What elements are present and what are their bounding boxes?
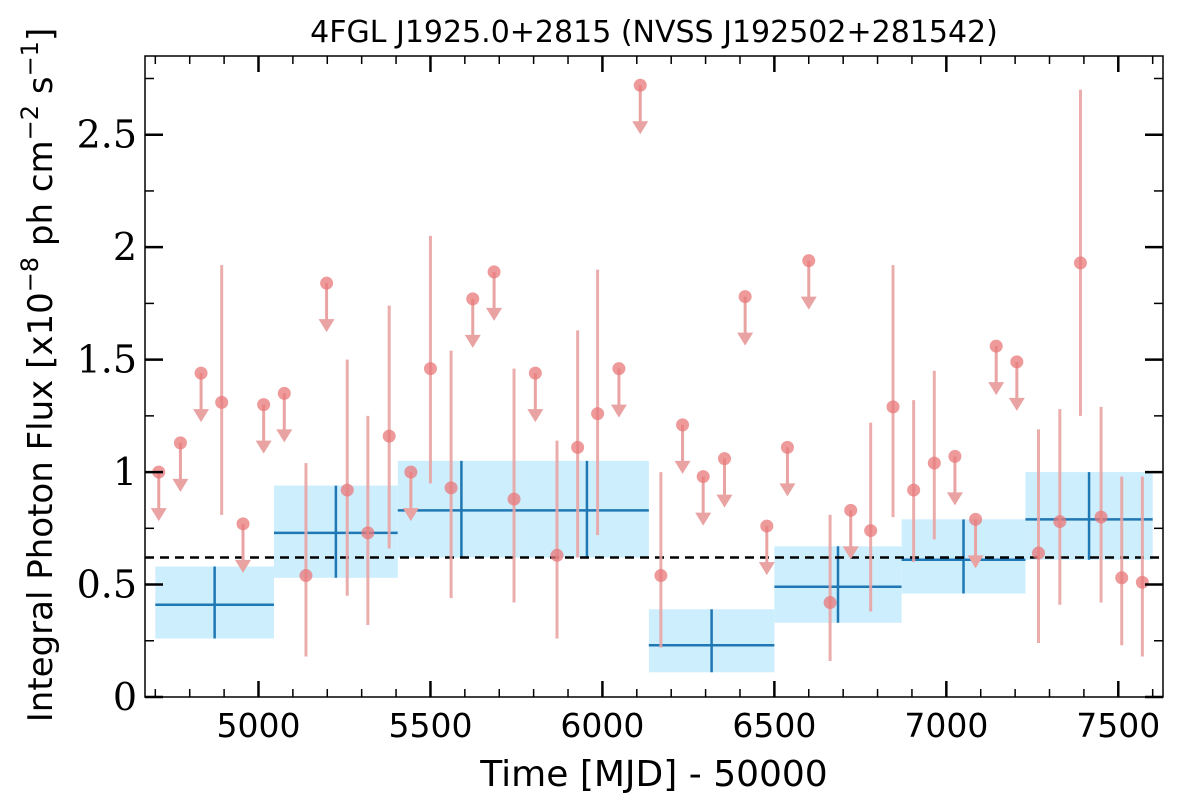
x-tick-label: 6000 bbox=[560, 706, 644, 745]
upper-limit-arrow-13 bbox=[674, 460, 691, 474]
upper-limit-point-6 bbox=[320, 276, 334, 290]
upper-limit-arrow-7 bbox=[402, 508, 419, 522]
y-tick-label: 1.5 bbox=[77, 338, 137, 382]
detection-point-5 bbox=[423, 362, 437, 376]
upper-limit-arrow-19 bbox=[800, 296, 817, 310]
detection-point-0 bbox=[215, 395, 229, 409]
upper-limit-point-17 bbox=[760, 519, 774, 533]
upper-limit-arrow-17 bbox=[758, 562, 775, 576]
binned-flux-layer bbox=[155, 460, 1153, 673]
upper-limit-point-2 bbox=[194, 366, 208, 380]
upper-limit-arrow-6 bbox=[318, 319, 335, 333]
x-tick-label: 7500 bbox=[1076, 706, 1160, 745]
detection-point-2 bbox=[340, 483, 354, 497]
y-label-main: Integral Photon Flux [x10 bbox=[21, 292, 61, 722]
upper-limit-arrow-2 bbox=[193, 409, 210, 423]
detection-point-3 bbox=[361, 526, 375, 540]
upper-limit-point-20 bbox=[844, 503, 858, 517]
upper-limit-point-1 bbox=[173, 436, 187, 450]
y-label-close: ] bbox=[21, 28, 61, 41]
upper-limit-point-10 bbox=[528, 366, 542, 380]
upper-limit-arrow-23 bbox=[988, 382, 1005, 396]
flux-points-layer bbox=[150, 78, 1149, 662]
detection-point-8 bbox=[550, 548, 564, 562]
upper-limit-arrow-3 bbox=[235, 559, 252, 573]
y-tick-label: 0 bbox=[113, 675, 137, 719]
y-label-exp-3: −1 bbox=[16, 41, 44, 76]
x-axis-label: Time [MJD] - 50000 bbox=[479, 754, 827, 795]
y-label-mid: ph cm bbox=[21, 140, 61, 257]
upper-limit-point-5 bbox=[277, 386, 291, 400]
detection-point-7 bbox=[507, 492, 521, 506]
x-tick-label: 5000 bbox=[217, 706, 301, 745]
chart-title: 4FGL J1925.0+2815 (NVSS J192502+281542) bbox=[310, 15, 998, 50]
y-label-exp-1: −8 bbox=[16, 257, 44, 292]
upper-limit-arrow-4 bbox=[255, 440, 272, 454]
upper-limit-arrow-1 bbox=[172, 478, 189, 492]
upper-limit-point-8 bbox=[466, 292, 480, 306]
detection-point-19 bbox=[1073, 256, 1087, 270]
upper-limit-point-11 bbox=[612, 362, 626, 376]
upper-limit-arrow-20 bbox=[842, 546, 859, 560]
upper-limit-arrow-18 bbox=[779, 483, 796, 497]
upper-limit-arrow-10 bbox=[527, 409, 544, 423]
upper-limit-arrow-8 bbox=[464, 334, 481, 348]
upper-limit-point-24 bbox=[1010, 355, 1024, 369]
axes-layer: 5000 5500 6000 6500 7000 7500 0 0.5 1 1.5 2 2.5 bbox=[77, 55, 1164, 745]
detection-point-14 bbox=[886, 400, 900, 414]
upper-limit-point-4 bbox=[257, 398, 271, 412]
y-tick-label: 0.5 bbox=[77, 563, 137, 607]
upper-limit-arrow-16 bbox=[737, 332, 754, 346]
plot-frame bbox=[144, 55, 1164, 698]
y-tick-label: 2 bbox=[113, 225, 137, 269]
upper-limit-arrow-21 bbox=[946, 492, 963, 506]
detection-point-1 bbox=[299, 569, 313, 583]
detection-point-4 bbox=[382, 429, 396, 443]
detection-point-13 bbox=[864, 524, 878, 538]
detection-point-10 bbox=[591, 407, 605, 421]
upper-limit-point-19 bbox=[802, 254, 816, 268]
detection-point-21 bbox=[1115, 571, 1129, 585]
upper-limit-point-3 bbox=[236, 517, 250, 531]
upper-limit-point-16 bbox=[738, 290, 752, 304]
upper-limit-point-23 bbox=[989, 339, 1003, 353]
detection-point-11 bbox=[654, 569, 668, 583]
upper-limit-arrow-5 bbox=[276, 429, 293, 443]
detection-point-22 bbox=[1135, 575, 1149, 589]
upper-limit-arrow-24 bbox=[1008, 397, 1025, 411]
upper-limit-point-12 bbox=[633, 78, 647, 92]
upper-limit-point-9 bbox=[487, 265, 501, 279]
x-tick-label: 7000 bbox=[904, 706, 988, 745]
upper-limit-arrow-11 bbox=[610, 404, 627, 418]
y-axis-label: Integral Photon Flux [x10−8 ph cm−2 s−1] bbox=[16, 28, 61, 722]
upper-limit-point-15 bbox=[718, 452, 732, 466]
upper-limit-arrow-12 bbox=[632, 121, 649, 135]
detection-point-9 bbox=[571, 440, 585, 454]
upper-limit-point-13 bbox=[676, 418, 690, 432]
x-tick-label: 5500 bbox=[388, 706, 472, 745]
detection-point-16 bbox=[927, 456, 941, 470]
upper-limit-point-7 bbox=[404, 465, 418, 479]
upper-limit-point-18 bbox=[780, 440, 794, 454]
upper-limit-arrow-15 bbox=[716, 494, 733, 508]
detection-point-18 bbox=[1053, 515, 1067, 529]
detection-point-15 bbox=[907, 483, 921, 497]
upper-limit-arrow-22 bbox=[967, 555, 984, 569]
detection-point-17 bbox=[1032, 546, 1046, 560]
detection-point-20 bbox=[1094, 510, 1108, 524]
y-label-exp-2: −2 bbox=[16, 105, 44, 140]
upper-limit-arrow-14 bbox=[695, 512, 712, 526]
x-tick-label: 6500 bbox=[732, 706, 816, 745]
upper-limit-point-22 bbox=[969, 512, 983, 526]
y-label-end: s bbox=[21, 76, 61, 105]
detection-point-12 bbox=[823, 596, 837, 610]
upper-limit-arrow-9 bbox=[486, 307, 503, 321]
upper-limit-point-14 bbox=[696, 470, 710, 484]
detection-point-6 bbox=[444, 481, 458, 495]
y-tick-label: 2.5 bbox=[77, 113, 137, 157]
y-tick-label: 1 bbox=[113, 450, 137, 494]
upper-limit-arrow-0 bbox=[150, 508, 167, 522]
upper-limit-point-21 bbox=[948, 449, 962, 463]
